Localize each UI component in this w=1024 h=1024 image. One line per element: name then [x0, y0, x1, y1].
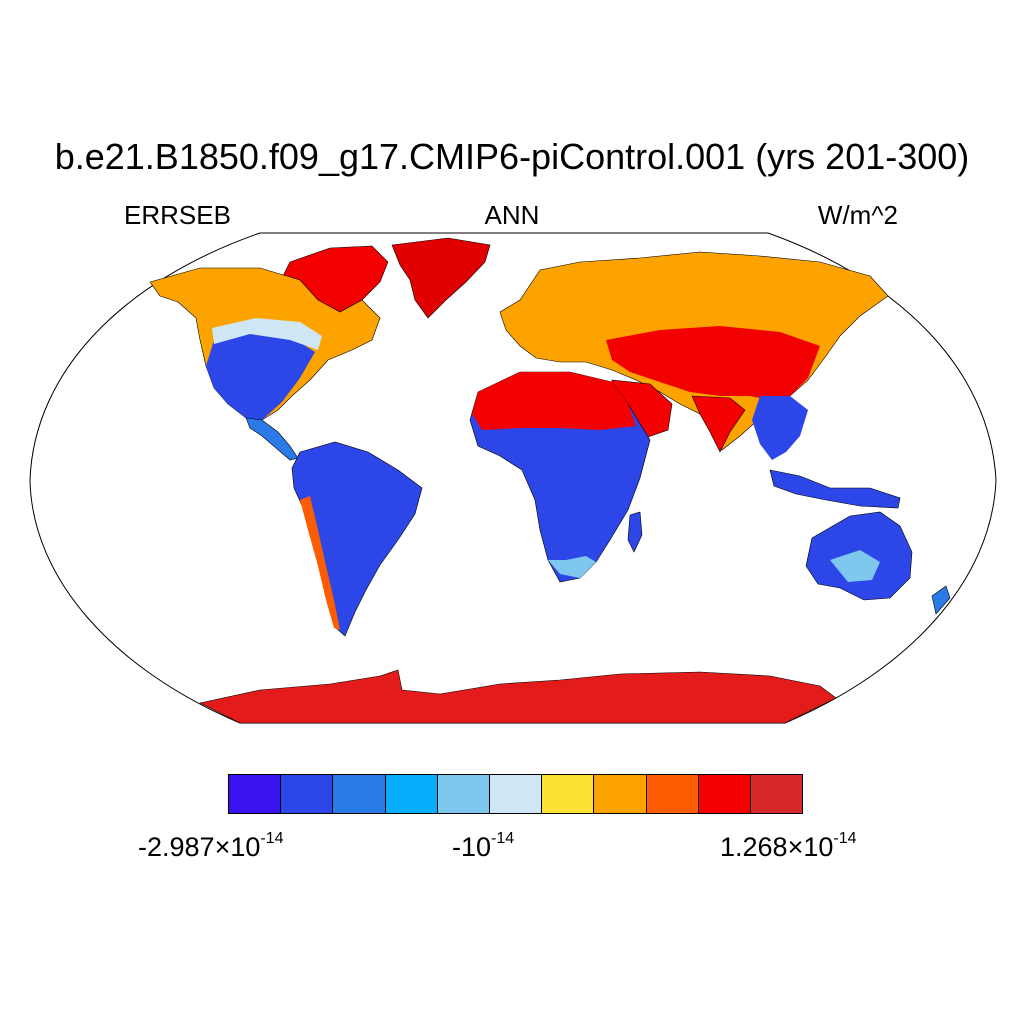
land-eurasia-red: [606, 326, 820, 400]
land-se-asia: [752, 396, 808, 460]
land-australia-center: [830, 550, 880, 582]
land-north-america-south: [206, 330, 315, 420]
colorbar-label-max: 1.268×10-14: [720, 830, 857, 862]
variable-label: ERRSEB: [124, 200, 231, 230]
colorbar-box-11: [750, 775, 803, 813]
season-label: ANN: [484, 200, 540, 230]
land-madagascar: [627, 511, 643, 553]
colorbar-box-4: [385, 775, 438, 813]
colorbar-box-10: [698, 775, 751, 813]
colorbar-box-8: [594, 775, 647, 813]
land-antarctica: [199, 669, 837, 724]
land-new-zealand: [931, 585, 951, 615]
colorbar: [228, 774, 803, 814]
land-sahara: [472, 372, 636, 430]
colorbar-box-6: [489, 775, 543, 813]
land-central-america: [245, 417, 299, 461]
land-india: [691, 395, 746, 453]
plot-title: b.e21.B1850.f09_g17.CMIP6-piControl.001 …: [54, 136, 970, 177]
colorbar-box-7: [542, 775, 595, 813]
land-indonesia: [769, 469, 901, 509]
colorbar-box-3: [333, 775, 386, 813]
colorbar-label-mid: -10-14: [452, 830, 515, 862]
colorbar-box-2: [281, 775, 334, 813]
colorbar-box-1: [229, 775, 282, 813]
units-label: W/m^2: [817, 200, 898, 230]
colorbar-box-5: [437, 775, 490, 813]
land-greenland: [391, 237, 491, 319]
land-na-band: [212, 318, 322, 350]
colorbar-label-min: -2.987×10-14: [138, 830, 284, 862]
colorbar-box-9: [646, 775, 699, 813]
land-africa-south: [548, 556, 596, 578]
land-andes: [300, 496, 340, 630]
